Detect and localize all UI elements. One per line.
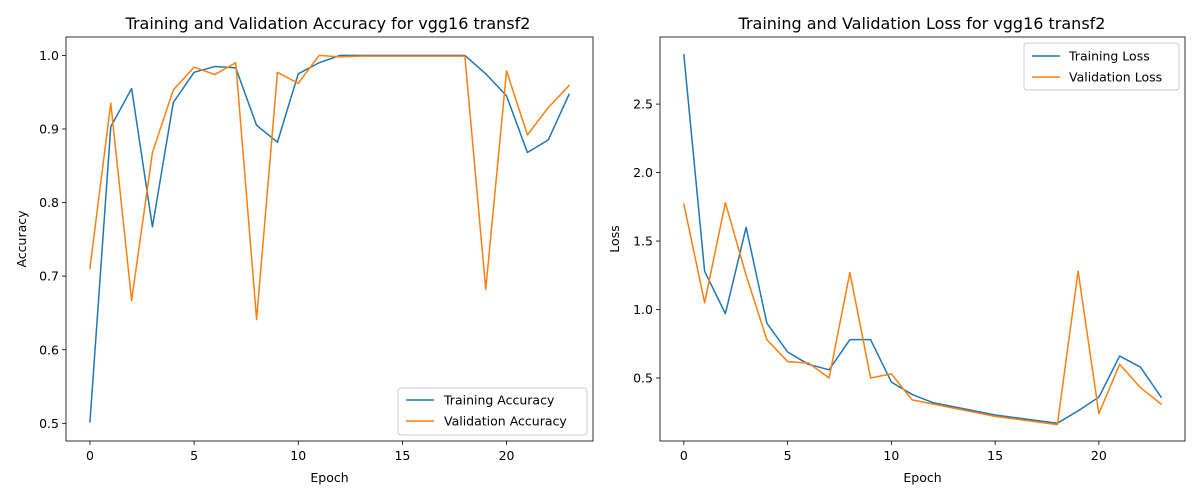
legend-label-validation-accuracy: Validation Accuracy <box>444 414 567 429</box>
loss-legend: Training Loss Validation Loss <box>1023 42 1180 91</box>
accuracy-x-axis-label: Epoch <box>310 470 348 485</box>
loss-x-tick-label: 20 <box>1091 448 1107 463</box>
loss-legend-box <box>1023 42 1180 91</box>
loss-plot-frame <box>659 36 1186 442</box>
loss-x-tick-label: 5 <box>784 448 792 463</box>
accuracy-y-tick-label: 0.9 <box>39 121 59 136</box>
accuracy-legend-box <box>397 387 588 436</box>
loss-lines <box>682 53 1163 426</box>
accuracy-x-tick-label: 10 <box>290 448 306 463</box>
loss-chart: Training and Validation Loss for vgg16 t… <box>607 14 1186 485</box>
loss-line-validation-loss <box>682 201 1163 426</box>
legend-label-training-loss: Training Loss <box>1068 49 1150 64</box>
accuracy-x-tick-label: 0 <box>86 448 94 463</box>
loss-x-tick-label: 15 <box>987 448 1003 463</box>
accuracy-plot-frame <box>65 36 594 442</box>
accuracy-line-validation-accuracy <box>89 54 571 321</box>
accuracy-y-tick-label: 0.6 <box>39 342 59 357</box>
loss-y-tick-label: 2.5 <box>633 97 653 112</box>
loss-y-tick-label: 1.0 <box>633 302 653 317</box>
accuracy-y-tick-label: 1.0 <box>39 48 59 63</box>
accuracy-x-tick-label: 20 <box>499 448 515 463</box>
accuracy-x-tick-label: 15 <box>394 448 410 463</box>
accuracy-line-training-accuracy <box>89 54 571 423</box>
loss-ticks: 0 5 10 15 20 0.5 1.0 1.5 2.0 2.5 <box>633 97 1107 463</box>
loss-line-training-loss <box>683 53 1163 424</box>
accuracy-y-tick-label: 0.5 <box>39 416 59 431</box>
accuracy-chart: Training and Validation Accuracy for vgg… <box>14 14 594 485</box>
accuracy-lines <box>89 54 571 423</box>
loss-x-tick-label: 10 <box>883 448 899 463</box>
loss-x-tick-label: 0 <box>680 448 688 463</box>
loss-y-tick-label: 0.5 <box>633 371 653 386</box>
accuracy-ticks: 0 5 10 15 20 0.5 0.6 0.7 0.8 0.9 1.0 <box>39 48 514 463</box>
legend-label-validation-loss: Validation Loss <box>1069 70 1162 85</box>
loss-y-tick-label: 1.5 <box>633 234 653 249</box>
accuracy-y-tick-label: 0.7 <box>39 269 59 284</box>
loss-x-axis-label: Epoch <box>903 470 941 485</box>
legend-label-training-accuracy: Training Accuracy <box>443 393 555 408</box>
accuracy-y-tick-label: 0.8 <box>39 195 59 210</box>
accuracy-legend: Training Accuracy Validation Accuracy <box>397 387 588 436</box>
accuracy-chart-title: Training and Validation Accuracy for vgg… <box>125 14 531 33</box>
loss-y-tick-label: 2.0 <box>633 165 653 180</box>
accuracy-y-axis-label: Accuracy <box>14 210 29 268</box>
loss-chart-title: Training and Validation Loss for vgg16 t… <box>738 14 1106 33</box>
loss-y-axis-label: Loss <box>607 225 622 252</box>
accuracy-x-tick-label: 5 <box>190 448 198 463</box>
